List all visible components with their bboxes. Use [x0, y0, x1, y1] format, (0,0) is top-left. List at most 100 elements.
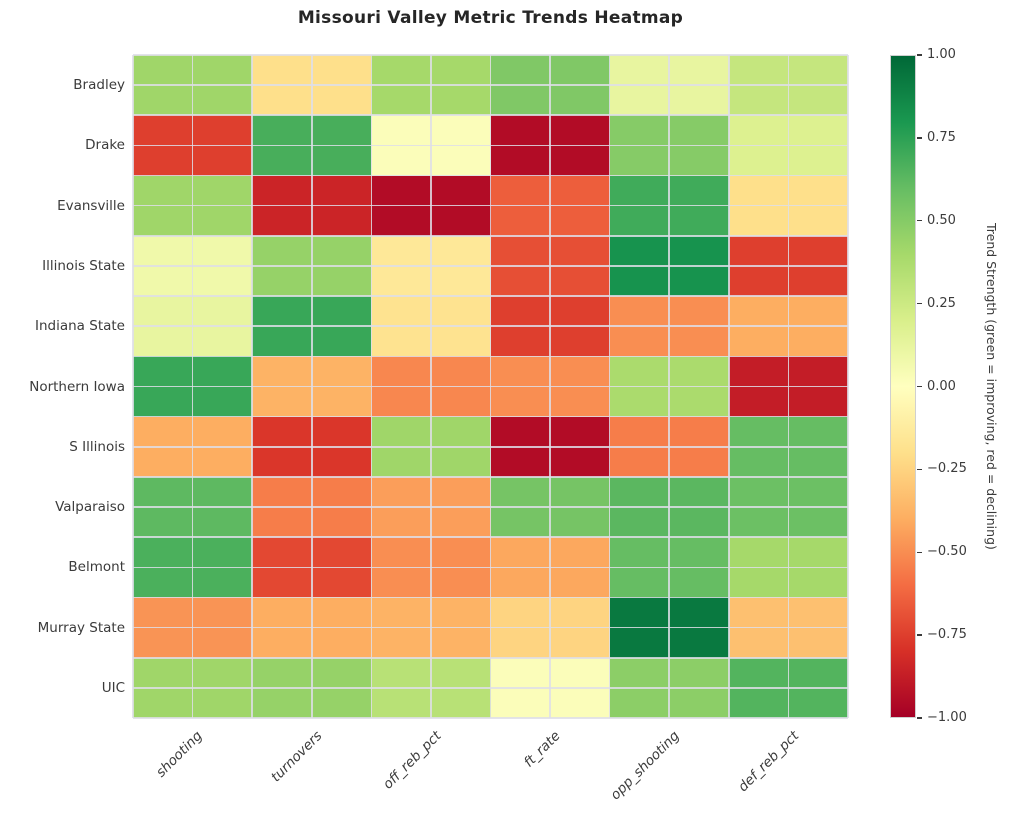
heatmap-cell	[371, 235, 491, 297]
heatmap-cell	[371, 115, 491, 177]
colorbar-tick-label: 0.75	[927, 129, 956, 145]
colorbar-tick-mark	[917, 468, 922, 471]
heatmap-cell	[252, 55, 372, 116]
heatmap-cell	[371, 476, 491, 538]
heatmap-cell	[490, 537, 611, 598]
colorbar-tick-mark	[917, 717, 922, 719]
x-tick-label: turnovers	[267, 728, 326, 786]
heatmap-cell	[133, 597, 253, 659]
heatmap-cell	[490, 356, 611, 418]
heatmap-cell	[609, 476, 730, 538]
heatmap-cell	[371, 657, 491, 719]
heatmap-cell	[490, 55, 611, 116]
y-tick-label: Evansville	[57, 197, 125, 214]
heatmap-cell	[252, 657, 372, 719]
heatmap-cell	[252, 597, 372, 659]
y-tick-label: Belmont	[68, 559, 125, 576]
heatmap-cell	[609, 657, 730, 719]
heatmap-cell	[490, 175, 611, 237]
colorbar-tick-label: −0.25	[927, 461, 967, 477]
y-tick-label: Bradley	[73, 77, 125, 94]
heatmap-cell	[609, 296, 730, 357]
heatmap-cell	[371, 416, 491, 478]
heatmap-cell	[133, 235, 253, 297]
heatmap-cell	[252, 537, 372, 598]
heatmap-cell	[609, 416, 730, 478]
x-tick-label: shooting	[153, 728, 206, 781]
colorbar-tick-mark	[917, 54, 922, 56]
heatmap-cell	[133, 296, 253, 357]
heatmap-cell	[609, 115, 730, 177]
heatmap-cell	[728, 175, 849, 237]
heatmap-cell	[133, 657, 253, 719]
heatmap-cell	[133, 175, 253, 237]
heatmap-cell	[490, 416, 611, 478]
heatmap-cell	[609, 356, 730, 418]
heatmap-cell	[490, 235, 611, 297]
heatmap-cell	[609, 597, 730, 659]
colorbar-tick-label: 1.00	[927, 47, 956, 62]
heatmap-cell	[252, 356, 372, 418]
heatmap-cell	[609, 537, 730, 598]
colorbar-tick-mark	[917, 551, 922, 553]
heatmap-cell	[252, 476, 372, 538]
heatmap-cell	[371, 55, 491, 116]
heatmap-cell	[252, 416, 372, 478]
colorbar-tick-label: −0.75	[927, 627, 967, 643]
heatmap	[132, 54, 849, 719]
heatmap-cell	[609, 175, 730, 237]
colorbar-tick-label: 0.00	[927, 378, 956, 394]
y-tick-label: Illinois State	[42, 257, 125, 274]
heatmap-cell	[490, 115, 611, 177]
y-tick-label: UIC	[101, 679, 125, 696]
colorbar-tick-label: 0.25	[927, 295, 956, 311]
heatmap-cell	[371, 597, 491, 659]
heatmap-cell	[728, 597, 849, 659]
x-tick-label: def_reb_pct	[734, 728, 802, 796]
y-tick-label: S Illinois	[69, 438, 125, 455]
heatmap-cell	[252, 115, 372, 177]
heatmap-cell	[728, 537, 849, 598]
heatmap-cell	[133, 115, 253, 177]
x-tick-label: off_reb_pct	[379, 728, 445, 793]
heatmap-cell	[490, 476, 611, 538]
y-tick-label: Murray State	[37, 619, 125, 636]
colorbar-tick-label: −1.00	[927, 710, 967, 725]
heatmap-cell	[133, 416, 253, 478]
heatmap-cell	[490, 296, 611, 357]
heatmap-cell	[490, 657, 611, 719]
colorbar-tick-label: −0.50	[927, 544, 967, 560]
heatmap-cell	[609, 235, 730, 297]
heatmap-cell	[133, 356, 253, 418]
heatmap-cell	[728, 657, 849, 719]
y-tick-label: Northern Iowa	[29, 378, 125, 395]
heatmap-cell	[728, 235, 849, 297]
colorbar-label: Trend Strength (green = improving, red =…	[984, 223, 999, 550]
y-tick-label: Indiana State	[35, 318, 125, 335]
colorbar-tick-mark	[917, 634, 922, 636]
colorbar-tick-mark	[917, 302, 922, 305]
heatmap-cell	[728, 296, 849, 357]
x-tick-label: ft_rate	[520, 728, 564, 771]
heatmap-cell	[728, 115, 849, 177]
heatmap-cell	[133, 537, 253, 598]
heatmap-cell	[252, 235, 372, 297]
colorbar-tick-label: 0.50	[927, 212, 956, 228]
heatmap-cell	[133, 476, 253, 538]
heatmap-cell	[371, 356, 491, 418]
heatmap-cell	[371, 537, 491, 598]
heatmap-cell	[252, 175, 372, 237]
heatmap-cell	[728, 55, 849, 116]
y-tick-label: Drake	[85, 137, 125, 154]
heatmap-cell	[371, 296, 491, 357]
heatmap-cell	[490, 597, 611, 659]
heatmap-cell	[609, 55, 730, 116]
heatmap-cell	[252, 296, 372, 357]
heatmap-cell	[371, 175, 491, 237]
heatmap-cell	[728, 356, 849, 418]
x-tick-label: opp_shooting	[607, 728, 683, 804]
heatmap-cell	[133, 55, 253, 116]
chart-title: Missouri Valley Metric Trends Heatmap	[297, 8, 684, 28]
colorbar-tick-mark	[917, 220, 922, 222]
